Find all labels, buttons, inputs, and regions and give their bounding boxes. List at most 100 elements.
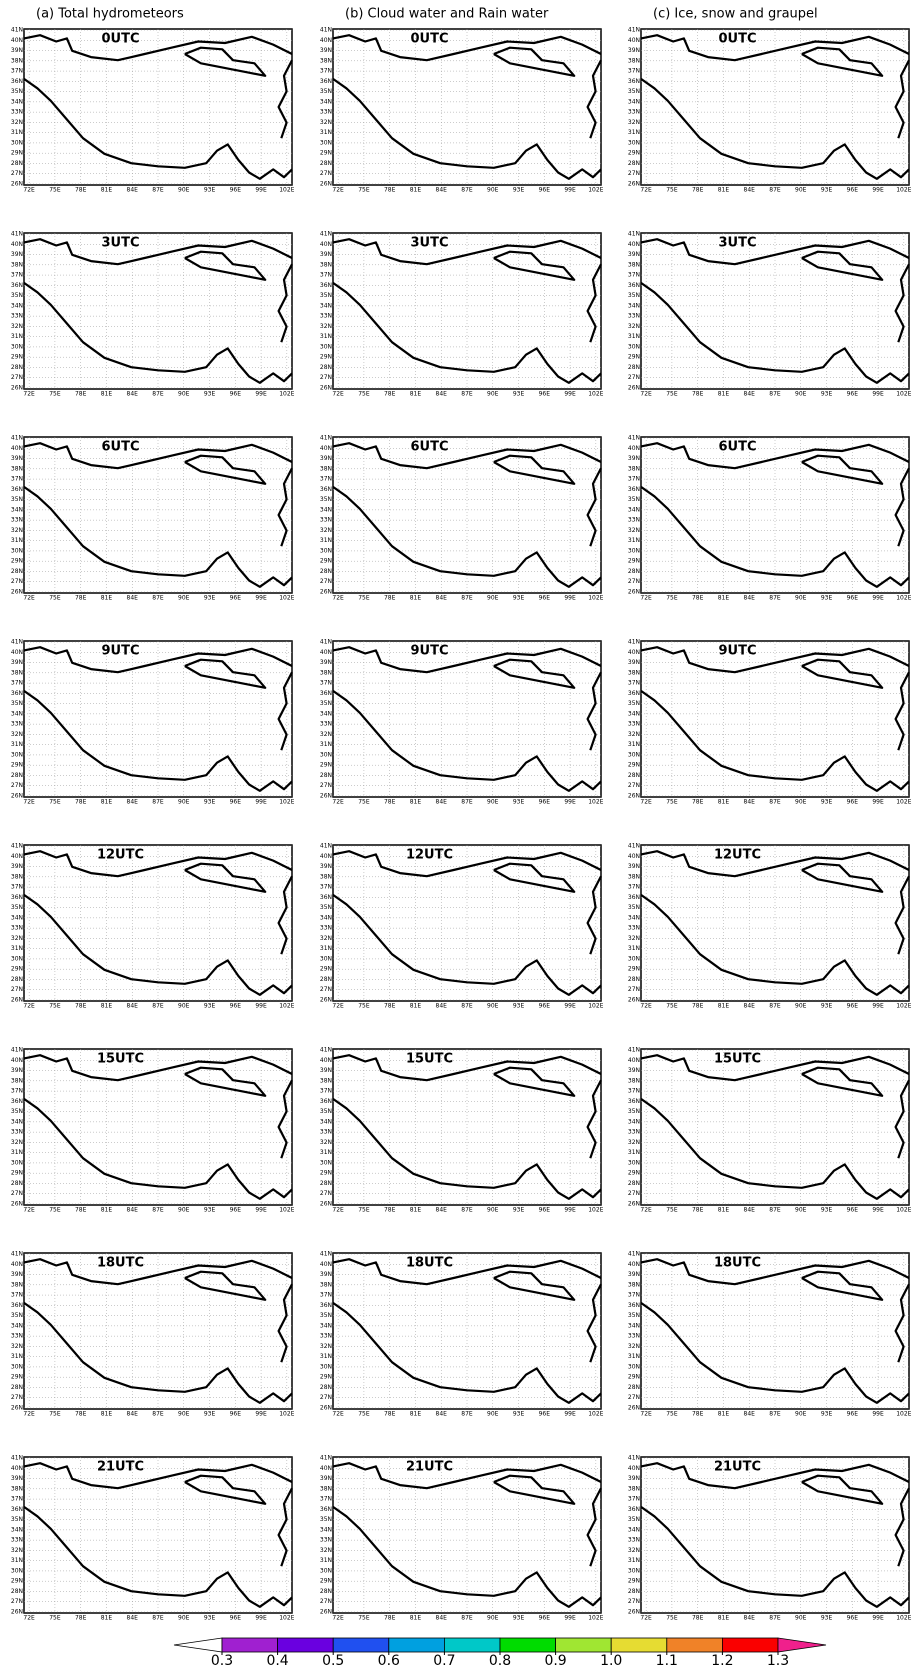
x-tick-label: 90E xyxy=(795,1411,807,1418)
y-tick-label: 38N xyxy=(11,873,23,880)
x-tick-label: 90E xyxy=(795,1003,807,1010)
y-tick-label: 39N xyxy=(11,251,23,258)
x-tick-label: 72E xyxy=(23,1003,35,1010)
time-label: 21UTC xyxy=(714,1460,761,1475)
x-tick-label: 81E xyxy=(410,1615,422,1622)
y-tick-label: 40N xyxy=(320,853,332,860)
y-tick-label: 29N xyxy=(628,558,640,565)
y-tick-label: 30N xyxy=(628,751,640,758)
time-label: 3UTC xyxy=(101,236,139,251)
plateau-boundary xyxy=(801,250,884,281)
y-tick-label: 41N xyxy=(11,843,23,850)
x-tick-label: 96E xyxy=(230,595,242,602)
y-tick-label: 35N xyxy=(11,1312,23,1319)
y-tick-label: 34N xyxy=(628,1526,640,1533)
x-tick-label: 72E xyxy=(332,187,344,194)
time-label: 15UTC xyxy=(406,1052,453,1067)
time-label: 18UTC xyxy=(406,1256,453,1271)
x-tick-label: 93E xyxy=(513,595,525,602)
colorbar-segment xyxy=(666,1637,723,1653)
x-tick-label: 72E xyxy=(23,391,35,398)
y-tick-label: 40N xyxy=(320,1057,332,1064)
x-tick-label: 99E xyxy=(255,595,267,602)
y-tick-label: 28N xyxy=(628,1180,640,1187)
y-tick-label: 26N xyxy=(628,180,640,187)
y-tick-label: 35N xyxy=(11,1516,23,1523)
y-tick-label: 31N xyxy=(11,1353,23,1360)
y-tick-label: 30N xyxy=(320,751,332,758)
y-tick-label: 35N xyxy=(628,904,640,911)
x-tick-label: 102E xyxy=(896,1003,911,1010)
x-tick-label: 96E xyxy=(847,391,859,398)
y-tick-label: 28N xyxy=(320,1384,332,1391)
y-tick-label: 30N xyxy=(628,547,640,554)
y-tick-label: 31N xyxy=(320,537,332,544)
y-tick-label: 40N xyxy=(11,37,23,44)
x-tick-label: 96E xyxy=(539,1207,551,1214)
y-tick-label: 35N xyxy=(320,700,332,707)
y-tick-label: 31N xyxy=(628,129,640,136)
y-tick-label: 33N xyxy=(320,109,332,116)
time-label: 0UTC xyxy=(101,32,139,47)
y-tick-label: 26N xyxy=(628,792,640,799)
column-title: (c) Ice, snow and graupel xyxy=(653,7,818,22)
x-tick-label: 99E xyxy=(564,187,576,194)
y-tick-label: 26N xyxy=(11,1200,23,1207)
time-label: 12UTC xyxy=(406,848,453,863)
y-tick-label: 31N xyxy=(320,945,332,952)
y-tick-label: 34N xyxy=(628,506,640,513)
plateau-boundary xyxy=(586,467,602,547)
x-tick-label: 99E xyxy=(255,1615,267,1622)
y-tick-label: 37N xyxy=(628,476,640,483)
y-tick-label: 33N xyxy=(320,721,332,728)
map-panel: 72E 75E 78E 81E 84E 87E 90E 93E 96E 99E 102E 26N 27N… xyxy=(320,1455,604,1622)
x-tick-label: 102E xyxy=(279,1003,294,1010)
y-tick-label: 39N xyxy=(320,1271,332,1278)
x-tick-label: 93E xyxy=(513,1411,525,1418)
x-tick-label: 99E xyxy=(872,1411,884,1418)
map-panel: 72E 75E 78E 81E 84E 87E 90E 93E 96E 99E 102E 26N 27N… xyxy=(11,639,295,806)
y-tick-label: 35N xyxy=(628,1516,640,1523)
plateau-boundary xyxy=(332,646,602,674)
y-tick-label: 31N xyxy=(11,945,23,952)
plateau-boundary xyxy=(493,1270,576,1301)
plateau-boundary xyxy=(184,46,267,77)
y-tick-label: 29N xyxy=(320,150,332,157)
map-panel: 72E 75E 78E 81E 84E 87E 90E 93E 96E 99E 102E 26N 27N… xyxy=(628,1251,912,1418)
colorbar-tick-label: 0.8 xyxy=(489,1653,511,1666)
x-tick-label: 96E xyxy=(230,1207,242,1214)
x-tick-label: 81E xyxy=(718,1411,730,1418)
y-tick-label: 32N xyxy=(628,119,640,126)
x-tick-label: 102E xyxy=(279,1411,294,1418)
x-tick-label: 96E xyxy=(539,1615,551,1622)
plateau-boundary xyxy=(894,875,910,955)
y-tick-label: 26N xyxy=(628,1608,640,1615)
x-tick-label: 72E xyxy=(332,595,344,602)
y-tick-label: 36N xyxy=(628,78,640,85)
plateau-boundary xyxy=(277,1487,293,1567)
x-tick-label: 78E xyxy=(75,799,87,806)
x-tick-label: 96E xyxy=(230,799,242,806)
x-tick-label: 102E xyxy=(896,1615,911,1622)
y-tick-label: 33N xyxy=(628,721,640,728)
x-tick-label: 84E xyxy=(744,1411,756,1418)
y-tick-label: 28N xyxy=(11,772,23,779)
plateau-boundary xyxy=(640,34,910,62)
x-tick-label: 87E xyxy=(152,595,164,602)
x-tick-label: 84E xyxy=(436,391,448,398)
y-tick-label: 36N xyxy=(11,690,23,697)
y-tick-label: 28N xyxy=(628,976,640,983)
x-tick-label: 99E xyxy=(872,1207,884,1214)
time-label: 9UTC xyxy=(718,644,756,659)
y-tick-label: 39N xyxy=(628,659,640,666)
plateau-boundary xyxy=(332,442,602,470)
y-tick-label: 27N xyxy=(628,782,640,789)
colorbar-segment xyxy=(277,1637,334,1653)
y-tick-label: 35N xyxy=(11,496,23,503)
y-tick-label: 28N xyxy=(320,160,332,167)
x-tick-label: 87E xyxy=(152,391,164,398)
plateau-boundary xyxy=(23,1462,293,1490)
y-tick-label: 39N xyxy=(11,1067,23,1074)
y-tick-label: 27N xyxy=(11,986,23,993)
y-tick-label: 35N xyxy=(11,292,23,299)
